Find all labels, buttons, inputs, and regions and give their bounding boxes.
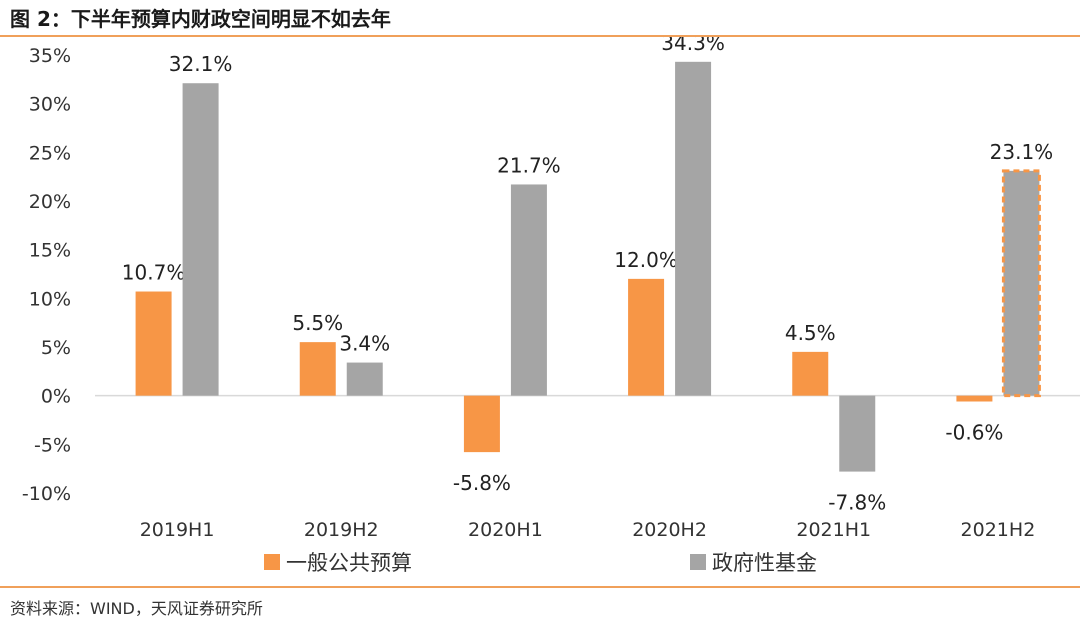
y-tick-label: 30% <box>29 94 71 116</box>
data-label: -0.6% <box>945 421 1003 445</box>
y-tick-label: 25% <box>29 142 71 164</box>
top-divider <box>0 35 1080 37</box>
bottom-divider <box>0 586 1080 588</box>
y-tick-label: 0% <box>41 386 71 408</box>
chart-title: 图 2：下半年预算内财政空间明显不如去年 <box>10 7 391 31</box>
bar-general-budget <box>956 395 993 402</box>
data-label: 3.4% <box>339 332 390 356</box>
data-label: 21.7% <box>497 153 561 177</box>
y-tick-label: -10% <box>22 483 71 505</box>
x-tick-label: 2020H1 <box>468 519 543 541</box>
bar-general-budget <box>792 351 829 396</box>
x-tick-label: 2021H2 <box>961 519 1036 541</box>
data-label: 12.0% <box>614 248 678 272</box>
bar-general-budget <box>463 395 500 453</box>
data-label: 10.7% <box>122 261 186 285</box>
x-tick-label: 2020H2 <box>632 519 707 541</box>
data-label: 5.5% <box>292 311 343 335</box>
legend-label: 政府性基金 <box>712 551 817 575</box>
x-tick-label: 2021H1 <box>796 519 871 541</box>
source-note: 资料来源：WIND，天风证券研究所 <box>10 599 263 618</box>
data-label: 34.3% <box>661 37 725 55</box>
y-tick-label: 35% <box>29 45 71 67</box>
bar-general-budget <box>299 342 336 396</box>
bar-government-fund <box>675 61 712 396</box>
data-label: -5.8% <box>453 471 511 495</box>
data-label: 32.1% <box>169 52 233 76</box>
data-label: -7.8% <box>828 491 886 515</box>
y-tick-label: 20% <box>29 191 71 213</box>
bar-general-budget <box>628 278 665 396</box>
bar-government-fund <box>346 362 383 396</box>
bar-government-fund <box>182 83 219 396</box>
legend-label: 一般公共预算 <box>286 551 412 575</box>
y-tick-label: 15% <box>29 240 71 262</box>
y-tick-label: 10% <box>29 288 71 310</box>
y-tick-label: -5% <box>34 434 71 456</box>
bar-general-budget <box>135 291 172 396</box>
bar-government-fund <box>1001 169 1041 398</box>
data-label: 4.5% <box>785 321 836 345</box>
x-tick-label: 2019H2 <box>304 519 379 541</box>
x-tick-label: 2019H1 <box>140 519 215 541</box>
data-label: 23.1% <box>990 140 1054 164</box>
legend-swatch <box>690 554 706 570</box>
legend-swatch <box>264 554 280 570</box>
y-tick-label: 5% <box>41 337 71 359</box>
bar-chart: 35% 30% 25% 20% 15% 10% 5% 0% -5% -10% 10.7% 32.1% 2… <box>22 37 1080 575</box>
bar-government-fund <box>839 395 876 472</box>
bar-government-fund <box>510 184 547 396</box>
